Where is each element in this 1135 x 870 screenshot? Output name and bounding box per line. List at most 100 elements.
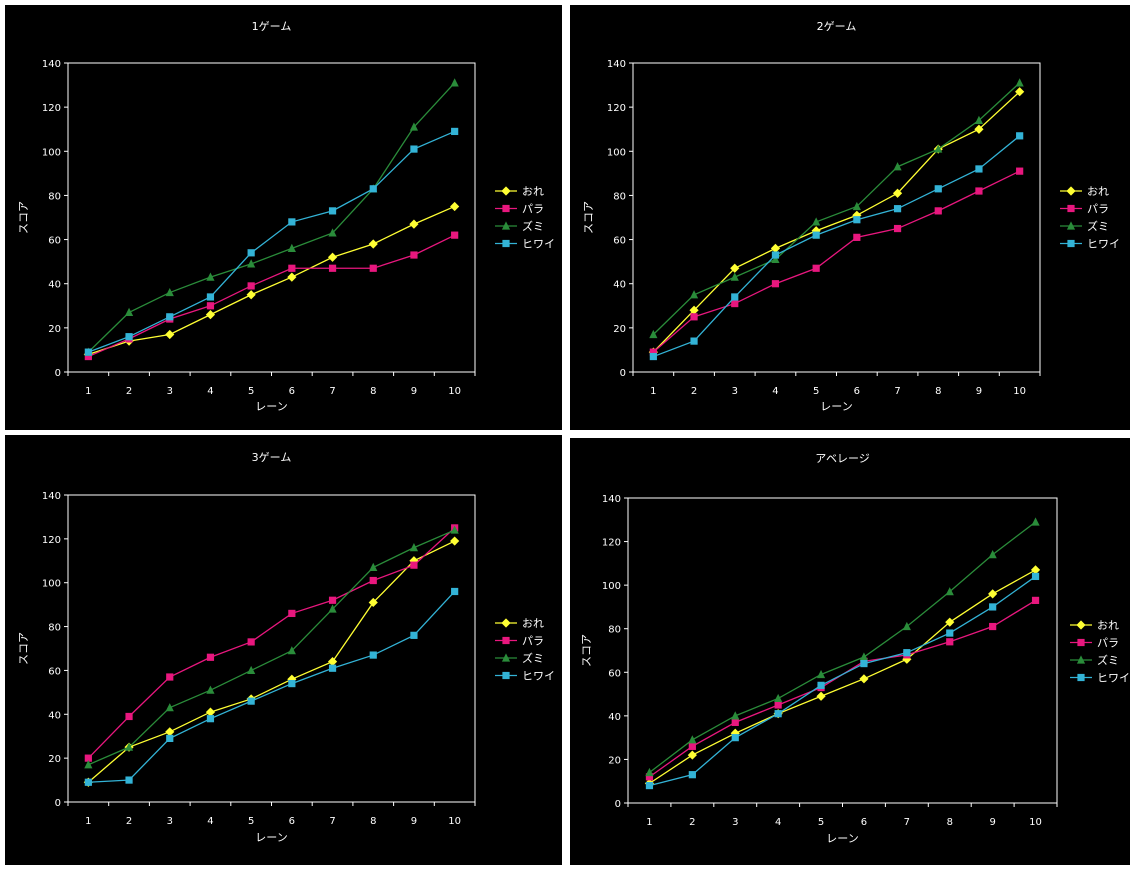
data-point	[989, 622, 997, 631]
data-point	[988, 550, 997, 559]
data-point	[450, 78, 459, 87]
series-1	[83, 201, 460, 359]
data-point	[892, 188, 903, 198]
x-tick-label: 1	[650, 386, 656, 397]
data-point	[84, 778, 92, 786]
data-point	[288, 609, 296, 618]
legend-marker	[1076, 655, 1086, 664]
y-axis-label: スコア	[580, 634, 593, 667]
y-tick-label: 120	[42, 103, 61, 114]
data-point	[84, 754, 92, 762]
data-point	[774, 693, 783, 703]
data-point	[946, 638, 954, 646]
data-point	[287, 646, 296, 655]
x-tick-label: 5	[248, 386, 254, 397]
legend-label: パラ	[1087, 203, 1109, 216]
data-point	[988, 589, 998, 599]
legend-label: ヒワイ	[1087, 238, 1120, 251]
data-point	[246, 290, 256, 300]
data-point	[731, 718, 739, 726]
data-point	[645, 767, 654, 777]
data-point	[989, 603, 997, 611]
data-point	[975, 187, 983, 195]
series-4	[84, 587, 459, 786]
data-point	[165, 727, 175, 737]
data-point	[1015, 87, 1025, 97]
x-tick-label: 7	[894, 386, 900, 397]
data-point	[812, 217, 821, 226]
x-tick-label: 8	[935, 386, 941, 397]
chart-svg-game-3: 3ゲーム 0 20 40 60 80 100 120 140 1 2 3 4 5 6 7 8 9 10 レーン スコア お…	[17, 451, 555, 844]
x-tick-label: 7	[904, 817, 910, 828]
data-point	[247, 249, 255, 257]
data-point	[852, 210, 862, 220]
data-point	[975, 165, 983, 173]
data-point	[649, 352, 657, 361]
x-axis-label: レーン	[255, 831, 287, 844]
data-point	[409, 122, 419, 131]
series-line	[652, 91, 1021, 353]
x-axis-label: レーン	[820, 400, 852, 413]
data-point	[409, 219, 419, 229]
data-point	[689, 290, 699, 299]
y-tick-label: 80	[608, 625, 621, 636]
data-point	[206, 685, 215, 694]
series-4	[84, 127, 459, 356]
x-tick-label: 7	[329, 386, 335, 397]
x-tick-label: 2	[691, 386, 697, 397]
data-point	[124, 742, 134, 751]
chart-panel-game-3: 3ゲーム 0 20 40 60 80 100 120 140 1 2 3 4 5 6 7 8 9 10 レーン スコア お…	[5, 435, 562, 865]
x-tick-label: 4	[207, 816, 213, 827]
y-tick-label: 120	[602, 538, 621, 549]
series-4	[645, 572, 1040, 790]
legend-marker	[501, 653, 511, 662]
data-point	[410, 145, 418, 153]
data-point	[860, 659, 868, 668]
data-point	[206, 715, 215, 723]
data-point	[1031, 517, 1040, 526]
series-1	[83, 536, 460, 787]
legend-label: ヒワイ	[522, 670, 555, 683]
data-point	[893, 162, 902, 171]
data-point	[328, 664, 337, 672]
data-point	[645, 781, 654, 790]
data-point	[410, 631, 418, 639]
chart-svg-average: アベレージ 0 20 40 60 80 100 120 140 1 2 3 4 5 6 7 8 9 10 レーン スコア…	[580, 452, 1130, 845]
data-point	[771, 254, 780, 264]
legend-marker	[501, 186, 511, 196]
x-tick-label: 9	[976, 386, 982, 397]
series-1	[644, 565, 1041, 788]
data-point	[770, 243, 781, 253]
data-point	[1030, 565, 1041, 575]
data-point	[945, 587, 954, 596]
legend-marker	[1076, 620, 1086, 630]
data-point	[730, 263, 740, 273]
data-point	[859, 674, 869, 684]
x-tick-label: 10	[1029, 817, 1042, 828]
data-point	[328, 604, 337, 613]
y-tick-label: 140	[42, 491, 61, 502]
series-line	[649, 575, 1036, 787]
data-point	[247, 638, 255, 646]
legend-marker	[502, 239, 510, 248]
x-tick-label: 9	[411, 386, 417, 397]
x-tick-label: 2	[126, 386, 132, 397]
data-point	[974, 115, 984, 124]
data-point	[125, 712, 133, 721]
y-axis-label: スコア	[582, 201, 595, 234]
plot-area	[67, 494, 476, 803]
plot-area	[632, 62, 1041, 373]
data-point	[687, 750, 697, 760]
data-point	[410, 251, 418, 259]
x-tick-label: 1	[85, 816, 91, 827]
series-line	[652, 170, 1020, 353]
legend-marker	[502, 636, 510, 645]
data-point	[812, 231, 820, 239]
series-line	[88, 529, 455, 766]
data-point	[84, 348, 92, 356]
series-line	[649, 521, 1036, 774]
data-point	[450, 536, 460, 546]
data-point	[730, 272, 739, 281]
